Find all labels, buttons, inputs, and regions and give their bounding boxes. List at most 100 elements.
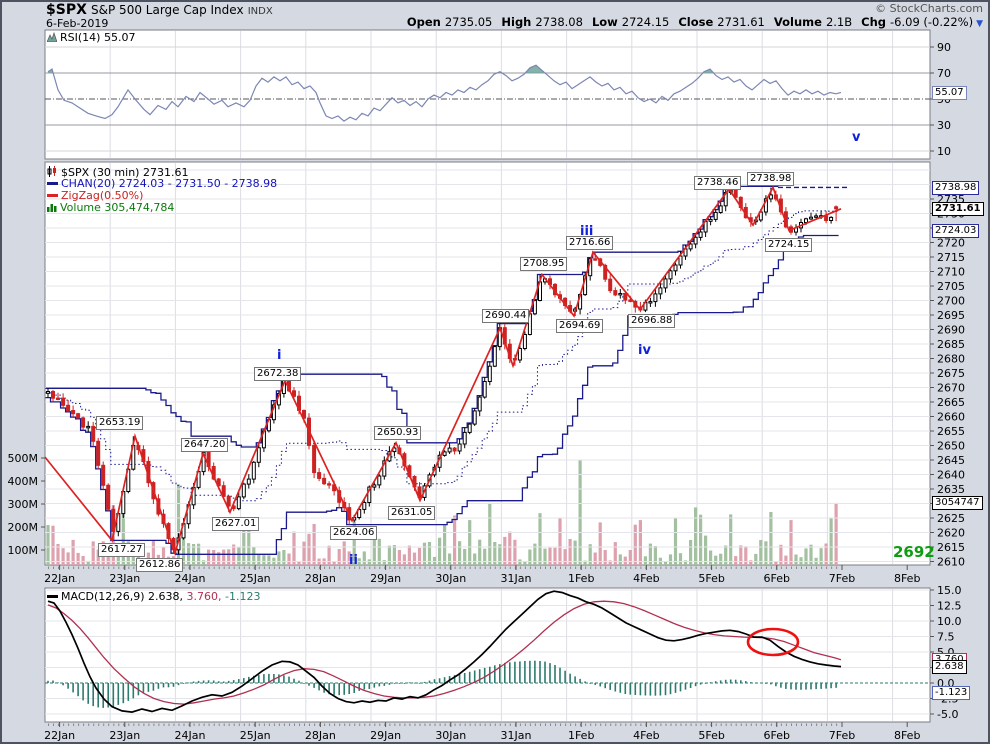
date-label: 30Jan [435, 572, 466, 585]
macd-value: 2.638, [148, 590, 184, 603]
copyright: © StockCharts.com [875, 2, 983, 15]
date-label: 23Jan [109, 572, 140, 585]
date-label: 5Feb [698, 729, 724, 742]
svg-text:10: 10 [937, 145, 951, 158]
svg-text:500M: 500M [8, 452, 39, 465]
quote-value: 2731.61 [717, 15, 765, 29]
axis-value-callout: 3054747 [932, 496, 983, 510]
svg-text:2685: 2685 [937, 338, 965, 351]
zigzag-line-icon [47, 194, 58, 197]
quote-label: Open [406, 15, 441, 29]
svg-text:2655: 2655 [937, 425, 965, 438]
svg-text:2620: 2620 [937, 526, 965, 539]
price-callout: 2672.38 [254, 367, 302, 381]
macd-signal-value: 3.760, [186, 590, 222, 603]
chart-title: $SPX S&P 500 Large Cap Index INDX [46, 2, 273, 18]
macd-legend: MACD(12,26,9) 2.638, 3.760, -1.123 [47, 591, 261, 603]
area-indicator-icon [46, 31, 58, 45]
svg-text:300M: 300M [8, 498, 39, 511]
candlestick-icon [47, 166, 58, 180]
svg-text:2690: 2690 [937, 323, 965, 336]
price-callout: 2617.27 [98, 543, 146, 557]
macd-hist-value: -1.123 [225, 590, 261, 603]
svg-text:30: 30 [937, 119, 951, 132]
elliott-wave-label: i [277, 348, 282, 363]
svg-text:2610: 2610 [937, 555, 965, 568]
rsi-panel [45, 46, 930, 152]
elliott-wave-label: v [852, 130, 861, 145]
macd-legend-name: MACD(12,26,9) [61, 590, 149, 603]
date-label: 29Jan [370, 729, 401, 742]
svg-text:2680: 2680 [937, 352, 965, 365]
svg-text:400M: 400M [8, 475, 39, 488]
svg-text:15.0: 15.0 [937, 584, 962, 597]
date-label: 24Jan [175, 572, 206, 585]
price-callout: 2624.06 [330, 526, 378, 540]
price-callout: 2696.88 [628, 314, 676, 328]
svg-text:2720: 2720 [937, 236, 965, 249]
quote-value: 2724.15 [621, 15, 670, 29]
date-label: 23Jan [109, 729, 140, 742]
change-dropdown-icon[interactable]: ▼ [976, 19, 983, 29]
svg-text:100M: 100M [8, 544, 39, 557]
main-legend-volume: Volume 305,474,784 [60, 201, 175, 214]
quote-label: High [501, 15, 532, 29]
date-label: 25Jan [240, 729, 271, 742]
quote-value: 2738.08 [535, 15, 583, 29]
svg-text:12.5: 12.5 [937, 599, 962, 612]
price-channel [45, 185, 848, 555]
quote-value: 2735.05 [444, 15, 493, 29]
date-label: 31Jan [501, 729, 532, 742]
date-label: 28Jan [305, 572, 336, 585]
zigzag-line [44, 185, 842, 557]
elliott-wave-label: ii [349, 553, 358, 568]
macd-panel [45, 589, 930, 715]
candlesticks [46, 186, 839, 555]
volume-bars-icon [47, 203, 57, 215]
axis-value-callout: 55.07 [932, 86, 967, 100]
price-callout: 2612.86 [136, 558, 184, 572]
svg-text:70: 70 [937, 67, 951, 80]
elliott-wave-label: iii [580, 224, 594, 239]
date-label: 8Feb [894, 572, 920, 585]
price-callout: 2738.98 [747, 172, 795, 186]
chart-date: 6-Feb-2019 [46, 17, 109, 30]
svg-text:2615: 2615 [937, 541, 965, 554]
price-callout: 2647.20 [181, 438, 229, 452]
date-axes: 22Jan 23Jan 24Jan 25Jan 28Jan 29Jan 30Jan 31Jan… [44, 565, 920, 742]
price-watermark: 2692 [893, 543, 935, 561]
date-label: 6Feb [764, 572, 790, 585]
exchange: INDX [247, 6, 273, 17]
date-label: 4Feb [633, 572, 659, 585]
axis-value-callout: 2738.98 [932, 181, 980, 195]
axis-value-callout: 2724.03 [932, 224, 980, 238]
price-callout: 2694.69 [556, 319, 604, 333]
quote-bar: Open 2735.05 High 2738.08 Low 2724.15 Close 273… [398, 15, 983, 29]
date-label: 4Feb [633, 729, 659, 742]
date-label: 7Feb [829, 729, 855, 742]
main-legend-zigzag: ZigZag(0.50%) [61, 189, 144, 202]
date-label: 5Feb [698, 572, 724, 585]
date-label: 1Feb [568, 729, 594, 742]
channel-line-icon [47, 182, 58, 185]
quote-label: Volume [773, 15, 822, 29]
symbol-name: S&P 500 Large Cap Index [91, 3, 244, 17]
main-legend: $SPX (30 min) 2731.61 CHAN(20) 2724.03 -… [47, 166, 277, 214]
svg-text:2700: 2700 [937, 294, 965, 307]
svg-text:2625: 2625 [937, 512, 965, 525]
svg-text:2640: 2640 [937, 468, 965, 481]
rsi-legend-text: RSI(14) 55.07 [60, 31, 136, 44]
price-callout: 2690.44 [482, 309, 530, 323]
svg-text:2705: 2705 [937, 280, 965, 293]
price-callout: 2708.95 [520, 257, 568, 271]
svg-text:2670: 2670 [937, 381, 965, 394]
date-label: 28Jan [305, 729, 336, 742]
svg-text:2660: 2660 [937, 410, 965, 423]
price-callout: 2631.05 [388, 506, 436, 520]
svg-text:2695: 2695 [937, 309, 965, 322]
date-label: 24Jan [175, 729, 206, 742]
quote-value: 2.1B [825, 15, 853, 29]
date-label: 31Jan [501, 572, 532, 585]
quote-label: Chg [861, 15, 886, 29]
